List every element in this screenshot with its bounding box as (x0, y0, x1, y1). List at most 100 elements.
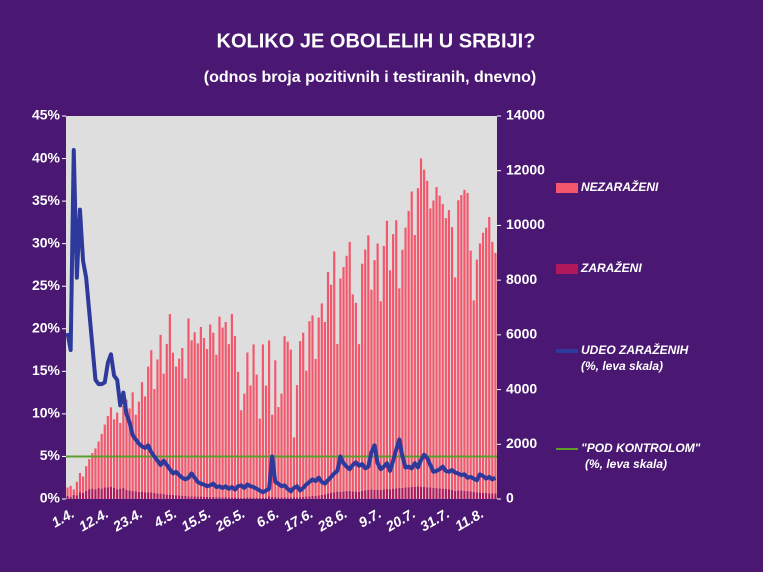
bar (457, 490, 460, 499)
bar (485, 492, 488, 499)
bar (264, 385, 268, 498)
y-tick-label: 30% (32, 234, 61, 250)
bar (361, 490, 364, 499)
bar (426, 487, 429, 499)
bar (150, 492, 153, 499)
bar (466, 192, 469, 492)
bar (181, 347, 184, 496)
y-tick-label: 25% (32, 277, 61, 293)
bar (202, 338, 206, 497)
bar (410, 486, 413, 499)
bar (317, 495, 320, 499)
bar (454, 490, 457, 499)
bar (230, 497, 233, 499)
bar (323, 494, 326, 499)
bar (252, 497, 255, 499)
bar (277, 407, 280, 498)
bar (196, 343, 199, 497)
bar (137, 491, 140, 499)
bar (475, 492, 478, 499)
bar (268, 496, 271, 499)
legend-swatch (556, 183, 578, 193)
bar (454, 277, 457, 491)
legend-label: UDEO ZARAŽENIH (581, 342, 689, 357)
bar (243, 497, 246, 499)
y-tick-label: 15% (32, 362, 61, 378)
bar (416, 188, 420, 487)
bar (143, 396, 147, 493)
bar (246, 497, 249, 499)
bar (153, 389, 156, 493)
bar (478, 243, 482, 493)
bar (435, 488, 438, 499)
bar (128, 490, 131, 499)
bar (410, 191, 413, 487)
legend-swatch (556, 264, 578, 274)
bar (395, 220, 398, 489)
legend-label: ZARAŽENI (580, 260, 642, 275)
chart-subtitle: (odnos broja pozitivnih i testiranih, dn… (204, 69, 536, 86)
bar (255, 374, 258, 498)
bar (398, 488, 401, 499)
bar (255, 497, 258, 499)
y2-tick-label: 14000 (506, 107, 545, 123)
bar (460, 195, 463, 491)
bar (317, 317, 320, 496)
bar (209, 496, 212, 499)
bar (370, 289, 373, 490)
bar (143, 492, 147, 499)
y-tick-label: 45% (32, 107, 61, 123)
bar (314, 495, 317, 499)
bar (199, 496, 202, 499)
bar (168, 314, 171, 495)
bar (450, 489, 454, 499)
bar (190, 340, 193, 497)
bar (193, 496, 196, 499)
bar (305, 370, 308, 497)
bar (429, 487, 432, 499)
bar (218, 316, 221, 498)
bar (388, 270, 392, 490)
y-tick-label: 40% (32, 149, 61, 165)
bar (481, 492, 485, 499)
bar (308, 496, 311, 499)
bar (233, 336, 237, 498)
bar (385, 488, 389, 499)
bar (283, 497, 286, 499)
bar (438, 488, 441, 499)
bar (85, 490, 88, 499)
bar (88, 459, 91, 490)
bar (333, 492, 336, 499)
bar (162, 373, 165, 495)
bar (258, 418, 261, 498)
bar (336, 491, 339, 499)
bar (187, 496, 190, 499)
bar (153, 492, 156, 499)
bar (75, 481, 78, 496)
bar (370, 489, 373, 499)
bar (481, 232, 485, 493)
bar (258, 497, 261, 499)
bar (212, 332, 215, 497)
bar (485, 227, 488, 493)
bar (168, 494, 171, 499)
bar (66, 495, 69, 499)
bar (305, 496, 308, 499)
bar (367, 235, 370, 490)
bar (85, 466, 88, 491)
bar (491, 493, 494, 499)
bar (413, 486, 416, 499)
y2-tick-label: 10000 (506, 216, 545, 232)
bar (407, 210, 410, 488)
bar (277, 497, 280, 499)
bar (491, 241, 494, 494)
bar (162, 494, 165, 499)
bar (398, 288, 401, 489)
bar (140, 382, 144, 492)
bar (237, 497, 240, 499)
bar (205, 496, 209, 499)
y-tick-label: 10% (32, 405, 61, 421)
bar (469, 491, 472, 499)
y2-tick-label: 4000 (506, 380, 537, 396)
bar (354, 302, 358, 492)
